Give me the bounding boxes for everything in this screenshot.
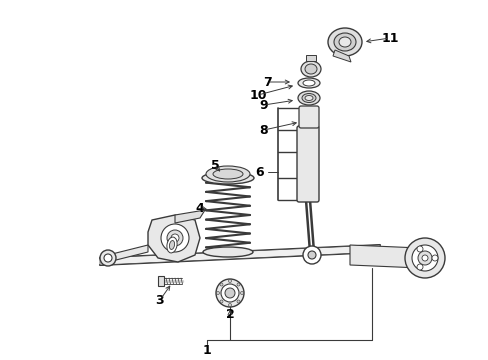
Circle shape	[104, 254, 112, 262]
Ellipse shape	[303, 80, 314, 86]
FancyBboxPatch shape	[298, 106, 318, 128]
Text: 11: 11	[381, 32, 398, 45]
Circle shape	[224, 288, 235, 298]
Circle shape	[303, 246, 320, 264]
Circle shape	[220, 283, 223, 286]
Polygon shape	[100, 245, 379, 265]
Ellipse shape	[301, 61, 320, 77]
Circle shape	[228, 303, 231, 306]
Circle shape	[161, 224, 189, 252]
Circle shape	[240, 292, 243, 294]
Ellipse shape	[327, 28, 361, 56]
Circle shape	[404, 238, 444, 278]
Text: 9: 9	[259, 99, 268, 112]
Text: 6: 6	[255, 166, 264, 179]
Circle shape	[417, 251, 431, 265]
Circle shape	[237, 300, 240, 303]
Ellipse shape	[297, 91, 319, 105]
Circle shape	[167, 230, 183, 246]
Circle shape	[416, 246, 422, 252]
Circle shape	[216, 279, 244, 307]
Circle shape	[221, 284, 239, 302]
Text: 1: 1	[202, 343, 211, 356]
FancyBboxPatch shape	[296, 126, 318, 202]
Circle shape	[416, 264, 422, 270]
Polygon shape	[158, 276, 163, 286]
Ellipse shape	[305, 95, 312, 100]
Circle shape	[421, 255, 427, 261]
Ellipse shape	[338, 37, 350, 47]
Circle shape	[228, 279, 231, 283]
Circle shape	[307, 251, 315, 259]
Polygon shape	[148, 215, 200, 262]
Circle shape	[431, 255, 437, 261]
Text: 2: 2	[225, 309, 234, 321]
Ellipse shape	[205, 166, 249, 182]
Text: 4: 4	[195, 202, 204, 215]
Circle shape	[411, 245, 437, 271]
Ellipse shape	[297, 78, 319, 88]
Polygon shape	[108, 245, 148, 262]
Polygon shape	[175, 210, 204, 223]
Ellipse shape	[302, 94, 315, 103]
Polygon shape	[349, 245, 424, 268]
Circle shape	[171, 234, 179, 242]
Circle shape	[220, 300, 223, 303]
Text: 3: 3	[155, 293, 164, 306]
Ellipse shape	[305, 64, 316, 74]
Text: 8: 8	[259, 123, 268, 136]
Circle shape	[216, 292, 219, 294]
Ellipse shape	[169, 240, 174, 249]
Ellipse shape	[166, 237, 177, 253]
Circle shape	[100, 250, 116, 266]
Ellipse shape	[202, 172, 253, 184]
Polygon shape	[305, 55, 315, 61]
Circle shape	[237, 283, 240, 286]
Text: 7: 7	[262, 76, 271, 89]
Ellipse shape	[203, 247, 252, 257]
Ellipse shape	[333, 33, 355, 51]
Text: 5: 5	[210, 158, 219, 171]
Text: 10: 10	[249, 89, 266, 102]
Ellipse shape	[213, 169, 243, 179]
Polygon shape	[332, 50, 350, 62]
